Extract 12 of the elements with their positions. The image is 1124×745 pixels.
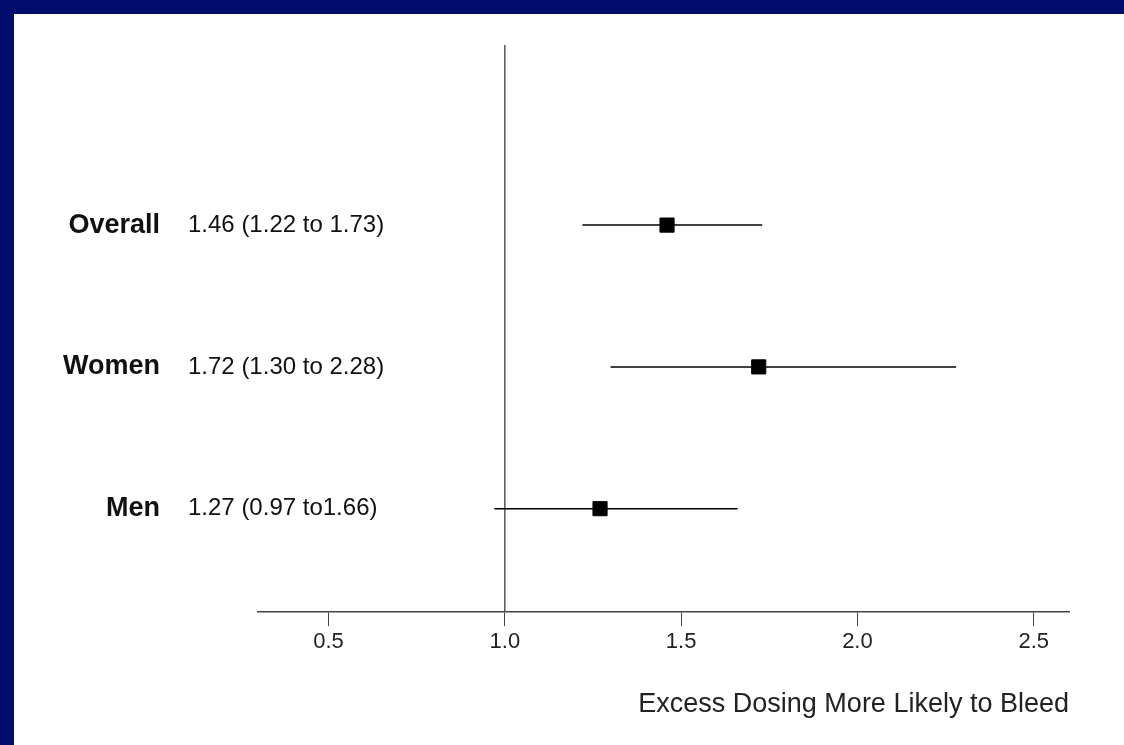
y-tick-label: Women (62, 350, 160, 381)
x-tick-label: 2.0 (842, 628, 873, 654)
annotation: 1.46 (1.22 to 1.73) (188, 209, 385, 237)
x-tick-label: 0.5 (313, 628, 344, 654)
annotation: 1.72 (1.30 to 2.28) (188, 351, 385, 379)
annotation: 1.27 (0.97 to1.66) (188, 493, 378, 521)
x-tick-label: 1.0 (489, 628, 521, 654)
x-axis-title: Excess Dosing More Likely to Bleed (638, 688, 1069, 719)
y-tick-label: Overall (68, 208, 160, 239)
x-tick-label: 1.5 (665, 628, 697, 654)
y-tick-label: Men (106, 492, 160, 523)
x-tick-label: 2.5 (1018, 628, 1050, 654)
